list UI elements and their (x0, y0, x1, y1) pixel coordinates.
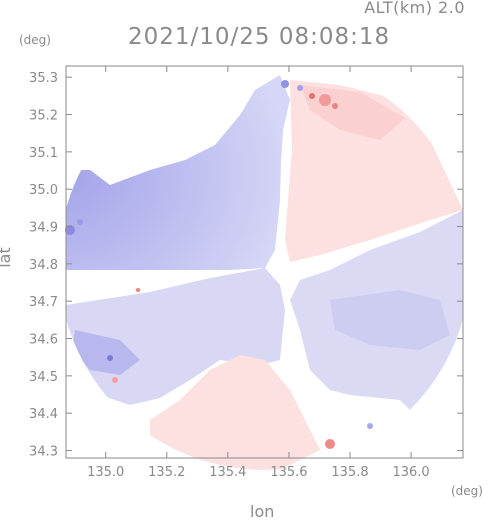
y-axis-ticks: 34.3 34.4 34.5 34.6 34.7 34.8 34.9 35.0 35.1 35.2… (29, 71, 463, 460)
x-tick-label: 135.2 (148, 465, 185, 480)
speckle-11 (367, 423, 373, 429)
speckle-4 (297, 85, 303, 91)
y-tick-label: 34.9 (29, 221, 58, 236)
x-tick-label: 135.6 (270, 465, 307, 480)
south-positive-region (150, 355, 320, 470)
y-tick-label: 35.0 (29, 183, 58, 198)
speckle-9 (107, 355, 113, 361)
x-axis-ticks: 135.0 135.2 135.4 135.6 135.8 136.0 (87, 66, 430, 480)
plot-frame (65, 65, 464, 459)
velocity-field (66, 75, 463, 470)
speckle-3 (281, 80, 289, 88)
east-core-region (330, 290, 450, 350)
altitude-label: ALT(km) 2.0 (364, 0, 465, 17)
south-west-core-region (72, 330, 140, 375)
x-axis-unit: (deg) (451, 484, 483, 498)
y-axis-unit: (deg) (19, 33, 51, 47)
y-tick-label: 34.3 (29, 445, 58, 460)
y-tick-label: 34.7 (29, 295, 58, 310)
y-tick-label: 34.4 (29, 407, 58, 422)
speckle-6 (77, 219, 83, 225)
speckle-10 (136, 288, 140, 292)
y-tick-label: 35.2 (29, 109, 58, 124)
speckle-0 (319, 94, 331, 106)
x-tick-label: 136.0 (392, 465, 429, 480)
y-tick-label: 34.5 (29, 370, 58, 385)
y-tick-label: 35.1 (29, 146, 58, 161)
x-axis-label: lon (250, 502, 275, 521)
y-tick-label: 34.8 (29, 258, 58, 273)
speckle-1 (309, 93, 315, 99)
x-tick-label: 135.8 (331, 465, 368, 480)
speckle-8 (325, 439, 335, 449)
y-tick-label: 34.6 (29, 333, 58, 348)
velocity-speckles (65, 80, 373, 449)
timestamp-title: 2021/10/25 08:08:18 (128, 24, 391, 50)
speckle-5 (65, 225, 75, 235)
y-axis-label: lat (0, 247, 14, 268)
x-tick-label: 135.4 (209, 465, 246, 480)
west-negative-region (66, 75, 290, 270)
y-tick-label: 35.3 (29, 71, 58, 86)
speckle-2 (332, 103, 338, 109)
speckle-7 (112, 377, 118, 383)
x-tick-label: 135.0 (87, 465, 124, 480)
